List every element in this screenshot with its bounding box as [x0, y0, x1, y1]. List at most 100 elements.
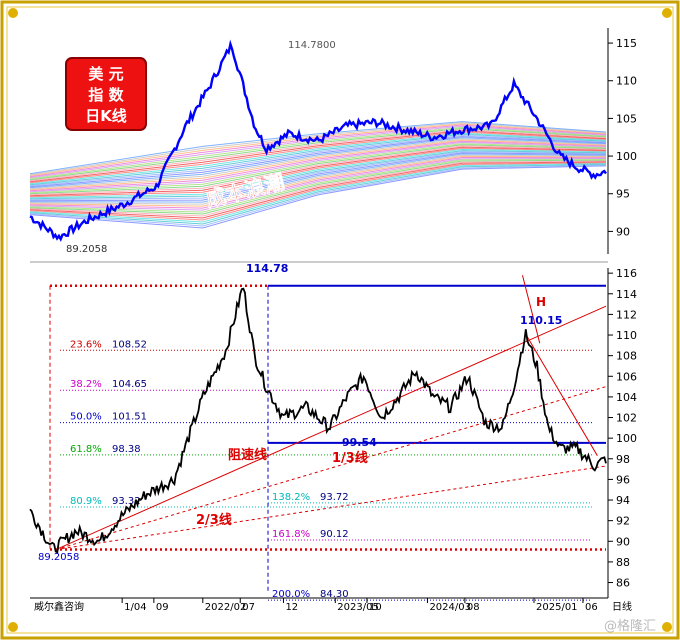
- resistance-line-label: 阻速线: [228, 447, 267, 463]
- cost-band-17: [29, 148, 607, 199]
- upper-tick-label-105: 105: [616, 112, 637, 125]
- point-label-99-54: 99.54: [342, 436, 377, 449]
- cost-band-30: [29, 133, 607, 186]
- cost-band-7: [29, 159, 607, 215]
- x-axis-unit-label: 日线: [612, 600, 632, 613]
- lower-high-label: 114.78: [246, 262, 288, 275]
- x-tick-label-2: 2022/02: [205, 602, 247, 613]
- cost-band-21: [29, 144, 607, 195]
- point-label-110-15: 110.15: [520, 314, 562, 327]
- one-third-line-label: 1/3线: [332, 450, 368, 466]
- cost-band-24: [29, 140, 607, 192]
- x-tick-label-4: 12: [285, 602, 298, 613]
- cost-band-26: [29, 138, 607, 190]
- fib-value-5: 93.72: [320, 492, 349, 503]
- upper-price-line: [29, 39, 607, 242]
- watermark: @格隆汇: [604, 618, 656, 634]
- lower-tick-label-112: 112: [616, 308, 637, 321]
- cost-band-25: [29, 139, 607, 191]
- lower-tick-label-94: 94: [616, 494, 630, 507]
- fib-value-1: 104.65: [112, 379, 147, 390]
- badge-box: [65, 57, 147, 131]
- cost-band-13: [29, 153, 607, 203]
- source-label: 威尔鑫咨询: [34, 600, 84, 613]
- two-thirds-line: [55, 465, 607, 551]
- cost-band-35: [29, 127, 607, 181]
- lower-tick-label-100: 100: [616, 432, 637, 445]
- cost-band-34: [29, 129, 607, 182]
- cost-band-14: [29, 152, 607, 202]
- cost-band-0: [29, 165, 607, 229]
- lower-tick-label-86: 86: [616, 577, 630, 590]
- cost-band-41: [29, 121, 607, 175]
- x-tick-label-7: 2024/03: [429, 602, 471, 613]
- fib-value-0: 108.52: [112, 339, 147, 350]
- cost-band-33: [29, 130, 607, 183]
- point-label-h: H: [536, 295, 546, 309]
- fib-pct-7: 200.0%: [272, 589, 310, 600]
- cost-band-28: [29, 136, 607, 188]
- lower-tick-label-110: 110: [616, 329, 637, 342]
- low-label: 89.2058: [66, 244, 107, 255]
- upper-tick-label-95: 95: [616, 188, 630, 201]
- lower-tick-label-116: 116: [616, 267, 637, 280]
- cost-band-2: [29, 163, 607, 225]
- cost-band-1: [29, 164, 607, 227]
- x-tick-label-6: 10: [369, 602, 382, 613]
- fib-value-2: 101.51: [112, 412, 147, 423]
- upper-y-ticks: 90 95 100 105 110 115: [608, 37, 637, 238]
- lower-tick-label-114: 114: [616, 288, 637, 301]
- x-tick-label-9: 2025/01: [536, 602, 578, 613]
- cost-band-8: [29, 158, 607, 213]
- cost-band-36: [29, 126, 607, 180]
- lower-tick-label-96: 96: [616, 473, 630, 486]
- fib-levels: 23.6% 108.52 38.2% 104.65 50.0% 101.51 61.8% 98…: [60, 339, 592, 601]
- title-badge: 美 元 指 数 日K线: [65, 57, 147, 131]
- cost-band-20: [29, 145, 607, 196]
- decline-line: [524, 333, 598, 456]
- fib-value-3: 98.38: [112, 444, 141, 455]
- cost-band-22: [29, 143, 607, 194]
- cost-band-6: [29, 160, 607, 217]
- lower-panel: 23.6% 108.52 38.2% 104.65 50.0% 101.51 61.8% 98…: [29, 262, 656, 634]
- fib-pct-6: 161.8%: [272, 529, 310, 540]
- cost-band-4: [29, 162, 607, 221]
- lower-low-label: 89.2058: [38, 552, 79, 563]
- two-thirds-line-label: 2/3线: [196, 512, 232, 528]
- corner-ornaments: [8, 8, 672, 632]
- badge-line1: 美 元: [88, 65, 123, 83]
- cost-band-9: [29, 158, 607, 211]
- lower-tick-label-88: 88: [616, 556, 630, 569]
- x-tick-label-1: 09: [156, 602, 169, 613]
- fib-pct-0: 23.6%: [70, 339, 102, 350]
- lower-price-line: [29, 287, 607, 554]
- lower-tick-label-90: 90: [616, 535, 630, 548]
- cost-band-10: [29, 156, 607, 209]
- x-tick-label-5: 2023/05: [337, 602, 379, 613]
- cost-band-23: [29, 141, 607, 193]
- cost-wave-bands: [29, 121, 607, 229]
- high-label: 114.7800: [288, 40, 336, 51]
- lower-tick-label-108: 108: [616, 350, 637, 363]
- fib-value-6: 90.12: [320, 529, 349, 540]
- lower-tick-label-104: 104: [616, 391, 637, 404]
- cost-band-11: [29, 155, 607, 207]
- cost-band-32: [29, 131, 607, 184]
- cost-band-12: [29, 154, 607, 205]
- lower-tick-label-102: 102: [616, 412, 637, 425]
- upper-tick-label-100: 100: [616, 150, 637, 163]
- cost-band-16: [29, 150, 607, 200]
- fib-pct-3: 61.8%: [70, 444, 102, 455]
- fib-pct-1: 38.2%: [70, 379, 102, 390]
- cost-band-40: [29, 122, 607, 176]
- lower-tick-label-98: 98: [616, 453, 630, 466]
- inner-border: [6, 6, 674, 634]
- cost-band-3: [29, 162, 607, 223]
- lower-tick-label-92: 92: [616, 515, 630, 528]
- upper-tick-label-110: 110: [616, 75, 637, 88]
- cost-band-15: [29, 151, 607, 201]
